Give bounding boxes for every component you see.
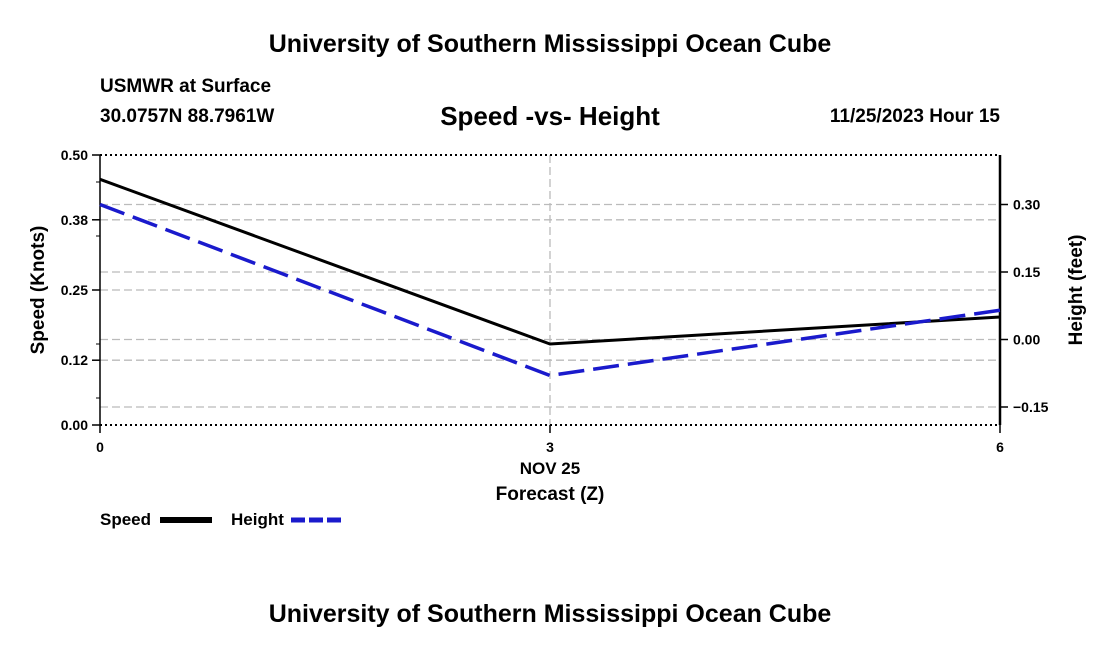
y-tick-label-1: 0.12 [61, 352, 88, 368]
x-tick-label-1: 3 [546, 439, 554, 455]
legend-height-swatch [291, 517, 343, 523]
y2-tick-label-0: −0.15 [1013, 399, 1049, 415]
bottom-title: University of Southern Mississippi Ocean… [268, 600, 832, 628]
y-tick-label-2: 0.25 [61, 282, 88, 298]
series-line-height [99, 202, 1001, 378]
legend-speed-swatch [160, 517, 212, 523]
y2-tick-label-2: 0.15 [1013, 264, 1040, 280]
x-tick-label-2: 6 [996, 439, 1004, 455]
series-line-speed [99, 177, 1001, 346]
x-tick-label-0: 0 [96, 439, 104, 455]
y2-tick-label-1: 0.00 [1013, 332, 1040, 348]
station-label: USMWR at Surface [100, 76, 272, 97]
x-date-label: NOV 25 [520, 459, 580, 478]
chart-title: Speed -vs- Height [440, 101, 660, 131]
axis-labels: NOV 25 Forecast (Z) Speed (Knots) Height (f… [28, 226, 1087, 505]
y2-tick-label-3: 0.30 [1013, 197, 1040, 213]
series-lines [99, 177, 1001, 378]
x-axis-label: Forecast (Z) [496, 484, 605, 505]
legend-height-label: Height [231, 510, 284, 529]
top-title: University of Southern Mississippi Ocean… [268, 30, 832, 58]
y-axis-label: Speed (Knots) [28, 226, 49, 355]
grid-lines [100, 155, 1000, 425]
coordinates-label: 30.0757N 88.7961W [100, 106, 275, 127]
timestamp-label: 11/25/2023 Hour 15 [829, 106, 1000, 127]
legend-speed-label: Speed [100, 510, 152, 529]
y-tick-label-4: 0.50 [61, 147, 88, 163]
y2-axis-label: Height (feet) [1066, 235, 1087, 346]
axis-ticks: 0.00 0.12 0.25 0.38 0.50 −0.15 0.00 0.15 0.30 0 3 6 [61, 147, 1049, 455]
y-tick-label-3: 0.38 [61, 212, 88, 228]
y-tick-label-0: 0.00 [61, 417, 88, 433]
